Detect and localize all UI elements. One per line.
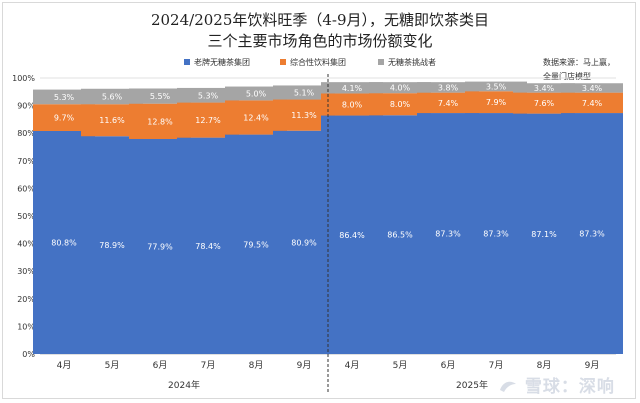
bar-segment	[129, 88, 191, 104]
bar-segment	[369, 93, 431, 116]
data-label: 11.6%	[99, 116, 125, 125]
bar-segment	[273, 85, 335, 100]
bar-segment	[33, 89, 95, 105]
source-note-line1: 数据来源：马上赢，	[543, 58, 615, 67]
data-label: 5.3%	[54, 93, 75, 102]
y-tick-label: 100%	[12, 74, 35, 83]
group-label: 2025年	[456, 379, 488, 391]
legend-label: 无糖茶挑战者	[388, 57, 436, 67]
data-label: 7.4%	[582, 99, 603, 108]
data-label: 5.0%	[246, 89, 267, 98]
bar-segment	[465, 91, 527, 114]
bar-segment	[177, 87, 239, 103]
snowball-logo-icon	[500, 381, 516, 392]
bar-segment	[369, 82, 431, 94]
legend-label: 综合性饮料集团	[290, 57, 346, 67]
bar-segment	[321, 82, 383, 94]
x-tick-label: 4月	[57, 360, 72, 371]
data-label: 8.0%	[390, 100, 411, 109]
y-tick-label: 60%	[17, 184, 35, 193]
data-label: 3.4%	[582, 84, 603, 93]
chart-frame	[2, 2, 636, 399]
x-tick-label: 6月	[441, 360, 456, 371]
data-label: 5.3%	[198, 91, 219, 100]
bar-segment	[417, 82, 479, 93]
x-tick-label: 4月	[345, 360, 360, 371]
x-tick-label: 7月	[489, 360, 504, 371]
x-tick-label: 7月	[201, 360, 216, 371]
data-label: 86.5%	[387, 231, 413, 240]
data-label: 78.4%	[195, 242, 221, 251]
bar-segment	[81, 88, 143, 105]
bar-segment	[321, 93, 383, 116]
legend-swatch	[184, 59, 190, 65]
y-tick-label: 70%	[17, 157, 35, 166]
data-label: 4.0%	[390, 84, 411, 93]
data-label: 80.8%	[51, 238, 77, 247]
data-label: 12.7%	[195, 116, 221, 125]
watermark: 雪球：深响	[498, 372, 615, 397]
data-label: 86.4%	[339, 231, 365, 240]
data-label: 77.9%	[147, 242, 173, 251]
data-label: 87.3%	[579, 230, 605, 239]
x-tick-label: 5月	[105, 360, 120, 371]
legend-swatch	[280, 59, 286, 65]
data-label: 3.4%	[534, 84, 555, 93]
data-label: 4.1%	[342, 84, 363, 93]
data-label: 80.9%	[291, 238, 317, 247]
x-tick-label: 5月	[393, 360, 408, 371]
x-tick-label: 9月	[585, 360, 600, 371]
data-label: 78.9%	[99, 241, 125, 250]
bar-segment	[561, 83, 623, 93]
x-tick-label: 8月	[537, 360, 552, 371]
watermark-text: 雪球：深响	[524, 377, 615, 397]
bar-segment	[225, 86, 287, 101]
data-label: 7.4%	[438, 99, 459, 108]
bar-segment	[465, 81, 527, 92]
data-label: 12.4%	[243, 113, 269, 122]
bar-segment	[561, 92, 623, 114]
data-label: 87.3%	[435, 230, 461, 239]
data-label: 87.3%	[483, 230, 509, 239]
y-tick-label: 20%	[17, 295, 35, 304]
bar-segment	[417, 92, 479, 114]
group-label: 2024年	[168, 379, 200, 391]
data-label: 11.3%	[291, 111, 317, 120]
chart-title-line2: 三个主要市场角色的市场份额变化	[207, 32, 433, 50]
data-label: 12.8%	[147, 117, 173, 126]
y-tick-label: 10%	[17, 322, 35, 331]
y-tick-label: 30%	[17, 267, 35, 276]
y-tick-label: 40%	[17, 240, 35, 249]
legend-label: 老牌无糖茶集团	[194, 57, 250, 67]
x-tick-label: 8月	[249, 360, 264, 371]
data-label: 5.5%	[150, 92, 171, 101]
y-tick-label: 50%	[17, 212, 35, 221]
data-label: 3.5%	[486, 82, 507, 91]
data-label: 87.1%	[531, 230, 557, 239]
chart-title-line1: 2024/2025年饮料旺季（4-9月），无糖即饮茶类目	[150, 11, 490, 29]
data-label: 3.8%	[438, 83, 459, 92]
data-label: 7.9%	[486, 98, 507, 107]
bar-segment	[513, 83, 575, 93]
x-tick-label: 6月	[153, 360, 168, 371]
data-label: 79.5%	[243, 240, 269, 249]
source-note-line2: 全量门店模型	[543, 72, 591, 81]
data-label: 5.1%	[294, 88, 315, 97]
data-label: 8.0%	[342, 100, 363, 109]
y-tick-label: 90%	[17, 102, 35, 111]
y-tick-label: 0%	[22, 350, 35, 359]
y-tick-label: 80%	[17, 129, 35, 138]
data-label: 5.6%	[102, 92, 123, 101]
x-tick-label: 9月	[297, 360, 312, 371]
legend-swatch	[378, 59, 384, 65]
bar-segment	[561, 113, 623, 354]
bar-segment	[513, 92, 575, 114]
data-label: 7.6%	[534, 99, 555, 108]
data-label: 9.7%	[54, 114, 75, 123]
